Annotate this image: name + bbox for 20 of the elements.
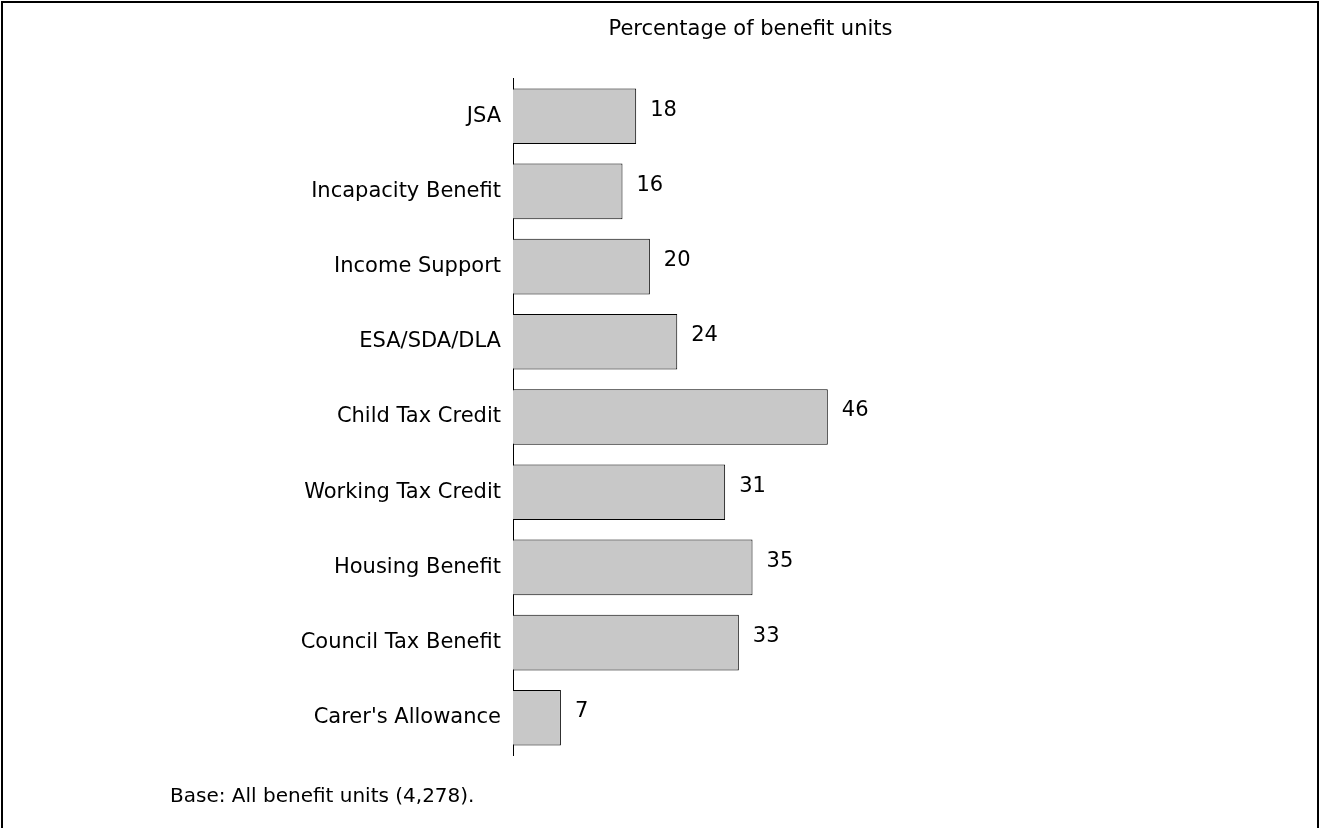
- data-label: 33: [752, 623, 780, 648]
- data-label: 46: [841, 397, 869, 422]
- text: Base: All benefit units (4,278).: [170, 783, 475, 807]
- y-tick-label: Income Support: [334, 253, 501, 278]
- y-tick-label: JSA: [464, 102, 502, 127]
- y-tick-label: Incapacity Benefit: [311, 177, 501, 202]
- chart-title: Percentage of benefit units: [607, 16, 894, 40]
- y-tick-label: Council Tax Benefit: [300, 629, 501, 654]
- data-label: 18: [650, 96, 677, 121]
- data-label: 7: [574, 698, 589, 723]
- data-label: 24: [691, 322, 718, 347]
- y-tick-label: Child Tax Credit: [336, 403, 501, 428]
- data-label: 35: [766, 547, 794, 572]
- y-tick-label: Carer's Allowance: [313, 704, 501, 729]
- data-label: 16: [636, 171, 664, 196]
- data-label: 31: [739, 472, 766, 497]
- y-tick-label: ESA/SDA/DLA: [359, 328, 502, 353]
- y-tick-label: Housing Benefit: [333, 553, 501, 578]
- data-label: 20: [663, 247, 691, 272]
- y-tick-label: Working Tax Credit: [304, 478, 501, 503]
